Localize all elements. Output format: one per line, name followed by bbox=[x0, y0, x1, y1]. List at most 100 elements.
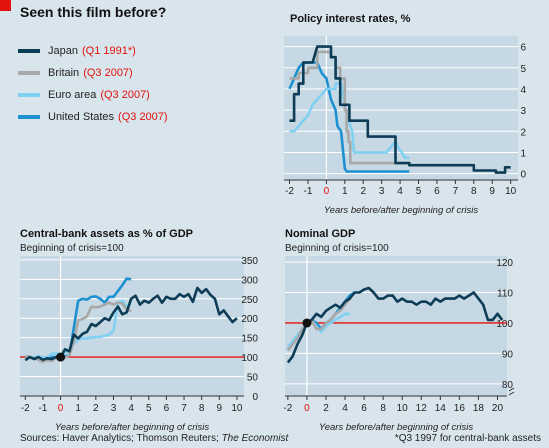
x-tick-label: 6 bbox=[164, 403, 170, 414]
footnote: *Q3 1997 for central-bank assets bbox=[394, 433, 541, 444]
y-tick-label: 50 bbox=[247, 373, 259, 384]
source-text: Sources: Haver Analytics; Thomson Reuter… bbox=[20, 433, 222, 444]
legend-swatch bbox=[18, 93, 40, 97]
x-tick-label: 4 bbox=[342, 403, 348, 414]
legend-note: (Q1 1991*) bbox=[81, 45, 136, 57]
chart-title: Nominal GDP bbox=[285, 228, 355, 240]
series-line-japan bbox=[286, 286, 504, 364]
legend-swatch bbox=[18, 49, 40, 53]
series-line-britain bbox=[286, 297, 351, 352]
page-title: Seen this film before? bbox=[20, 4, 167, 20]
x-tick-label: 7 bbox=[453, 186, 459, 197]
x-tick-label: 1 bbox=[342, 186, 348, 197]
x-axis-label: Years before/after beginning of crisis bbox=[319, 422, 473, 433]
x-tick-label: -1 bbox=[38, 403, 47, 414]
x-tick-label: 6 bbox=[361, 403, 367, 414]
legend-label: Japan bbox=[48, 45, 78, 57]
crisis-point-marker bbox=[302, 318, 312, 328]
legend-item-britain: Britain (Q3 2007) bbox=[18, 62, 168, 84]
legend-swatch bbox=[18, 71, 40, 75]
y-tick-label: 300 bbox=[241, 275, 258, 286]
x-tick-label: 12 bbox=[416, 403, 428, 414]
legend: Japan (Q1 1991*) Britain (Q3 2007) Euro … bbox=[18, 40, 168, 128]
chart-title: Policy interest rates, % bbox=[290, 13, 411, 25]
plot-area bbox=[284, 36, 518, 180]
x-tick-label: 5 bbox=[146, 403, 152, 414]
y-tick-label: 0 bbox=[252, 392, 258, 403]
y-tick-label: 90 bbox=[502, 349, 514, 360]
y-tick-label: 0 bbox=[520, 170, 526, 181]
x-tick-label: 4 bbox=[397, 186, 403, 197]
chart-title: Central-bank assets as % of GDP bbox=[20, 228, 193, 240]
y-tick-label: 120 bbox=[496, 258, 513, 269]
legend-item-japan: Japan (Q1 1991*) bbox=[18, 40, 168, 62]
x-tick-label: 20 bbox=[492, 403, 504, 414]
legend-note: (Q3 2007) bbox=[83, 67, 133, 79]
legend-swatch bbox=[18, 115, 40, 119]
y-tick-label: 80 bbox=[502, 380, 514, 391]
x-tick-label: 2 bbox=[323, 403, 329, 414]
x-tick-label: 2 bbox=[360, 186, 366, 197]
y-tick-label: 100 bbox=[496, 319, 513, 330]
x-tick-label: 6 bbox=[434, 186, 440, 197]
x-tick-label: 8 bbox=[380, 403, 386, 414]
series-line-japan bbox=[289, 45, 511, 174]
chart-subtitle: Beginning of crisis=100 bbox=[285, 243, 389, 254]
x-tick-label: 18 bbox=[473, 403, 485, 414]
y-tick-label: 200 bbox=[241, 314, 258, 325]
crisis-point-marker bbox=[56, 352, 66, 362]
x-tick-label: 0 bbox=[324, 186, 330, 197]
legend-note: (Q3 2007) bbox=[118, 111, 168, 123]
x-tick-label: -1 bbox=[303, 186, 312, 197]
legend-item-united-states: United States (Q3 2007) bbox=[18, 106, 168, 128]
x-tick-label: 8 bbox=[471, 186, 477, 197]
y-tick-label: 5 bbox=[520, 64, 526, 75]
chart-panel-1: Policy interest rates, % 0 1 2 3 4 5 6 -2 -1 0 1 2 3 4… bbox=[284, 13, 526, 216]
y-tick-label: 250 bbox=[241, 295, 258, 306]
x-tick-label: 1 bbox=[75, 403, 81, 414]
x-tick-label: 8 bbox=[199, 403, 205, 414]
x-tick-label: 7 bbox=[181, 403, 187, 414]
x-axis-label: Years before/after beginning of crisis bbox=[324, 205, 478, 216]
x-tick-label: 10 bbox=[397, 403, 409, 414]
y-tick-label: 1 bbox=[520, 148, 526, 159]
axis-break-mark bbox=[508, 387, 515, 396]
legend-label: Britain bbox=[48, 67, 80, 79]
y-tick-label: 3 bbox=[520, 106, 526, 117]
x-tick-label: 9 bbox=[217, 403, 223, 414]
y-tick-label: 100 bbox=[241, 353, 258, 364]
x-tick-label: 2 bbox=[93, 403, 99, 414]
x-axis-label: Years before/after beginning of crisis bbox=[55, 422, 209, 433]
x-tick-label: 5 bbox=[416, 186, 422, 197]
x-tick-label: -2 bbox=[21, 403, 30, 414]
y-tick-label: 110 bbox=[497, 289, 513, 300]
x-tick-label: 14 bbox=[435, 403, 447, 414]
x-tick-label: -2 bbox=[285, 186, 294, 197]
legend-note: (Q3 2007) bbox=[100, 89, 150, 101]
source-publication: The Economist bbox=[221, 433, 289, 444]
y-tick-label: 350 bbox=[241, 256, 258, 267]
y-tick-label: 4 bbox=[520, 85, 526, 96]
legend-label: Euro area bbox=[48, 89, 97, 101]
x-tick-label: 4 bbox=[128, 403, 134, 414]
x-tick-label: 0 bbox=[304, 403, 310, 414]
series-line-britain bbox=[289, 50, 410, 165]
x-tick-label: 10 bbox=[231, 403, 243, 414]
y-tick-label: 6 bbox=[520, 43, 526, 54]
brand-tag bbox=[0, 0, 11, 11]
y-tick-label: 2 bbox=[520, 127, 526, 138]
x-tick-label: 0 bbox=[58, 403, 64, 414]
series-line-britain bbox=[25, 301, 132, 364]
y-tick-label: 150 bbox=[241, 334, 258, 345]
plot-area bbox=[20, 256, 244, 396]
source-line: Sources: Haver Analytics; Thomson Reuter… bbox=[20, 433, 288, 444]
x-tick-label: 9 bbox=[489, 186, 495, 197]
x-tick-label: 3 bbox=[111, 403, 117, 414]
chart-panel-2: Central-bank assets as % of GDP Beginning… bbox=[20, 228, 258, 433]
x-tick-label: 10 bbox=[505, 186, 517, 197]
chart-subtitle: Beginning of crisis=100 bbox=[20, 243, 124, 254]
x-tick-label: -2 bbox=[283, 403, 292, 414]
x-tick-label: 3 bbox=[379, 186, 385, 197]
